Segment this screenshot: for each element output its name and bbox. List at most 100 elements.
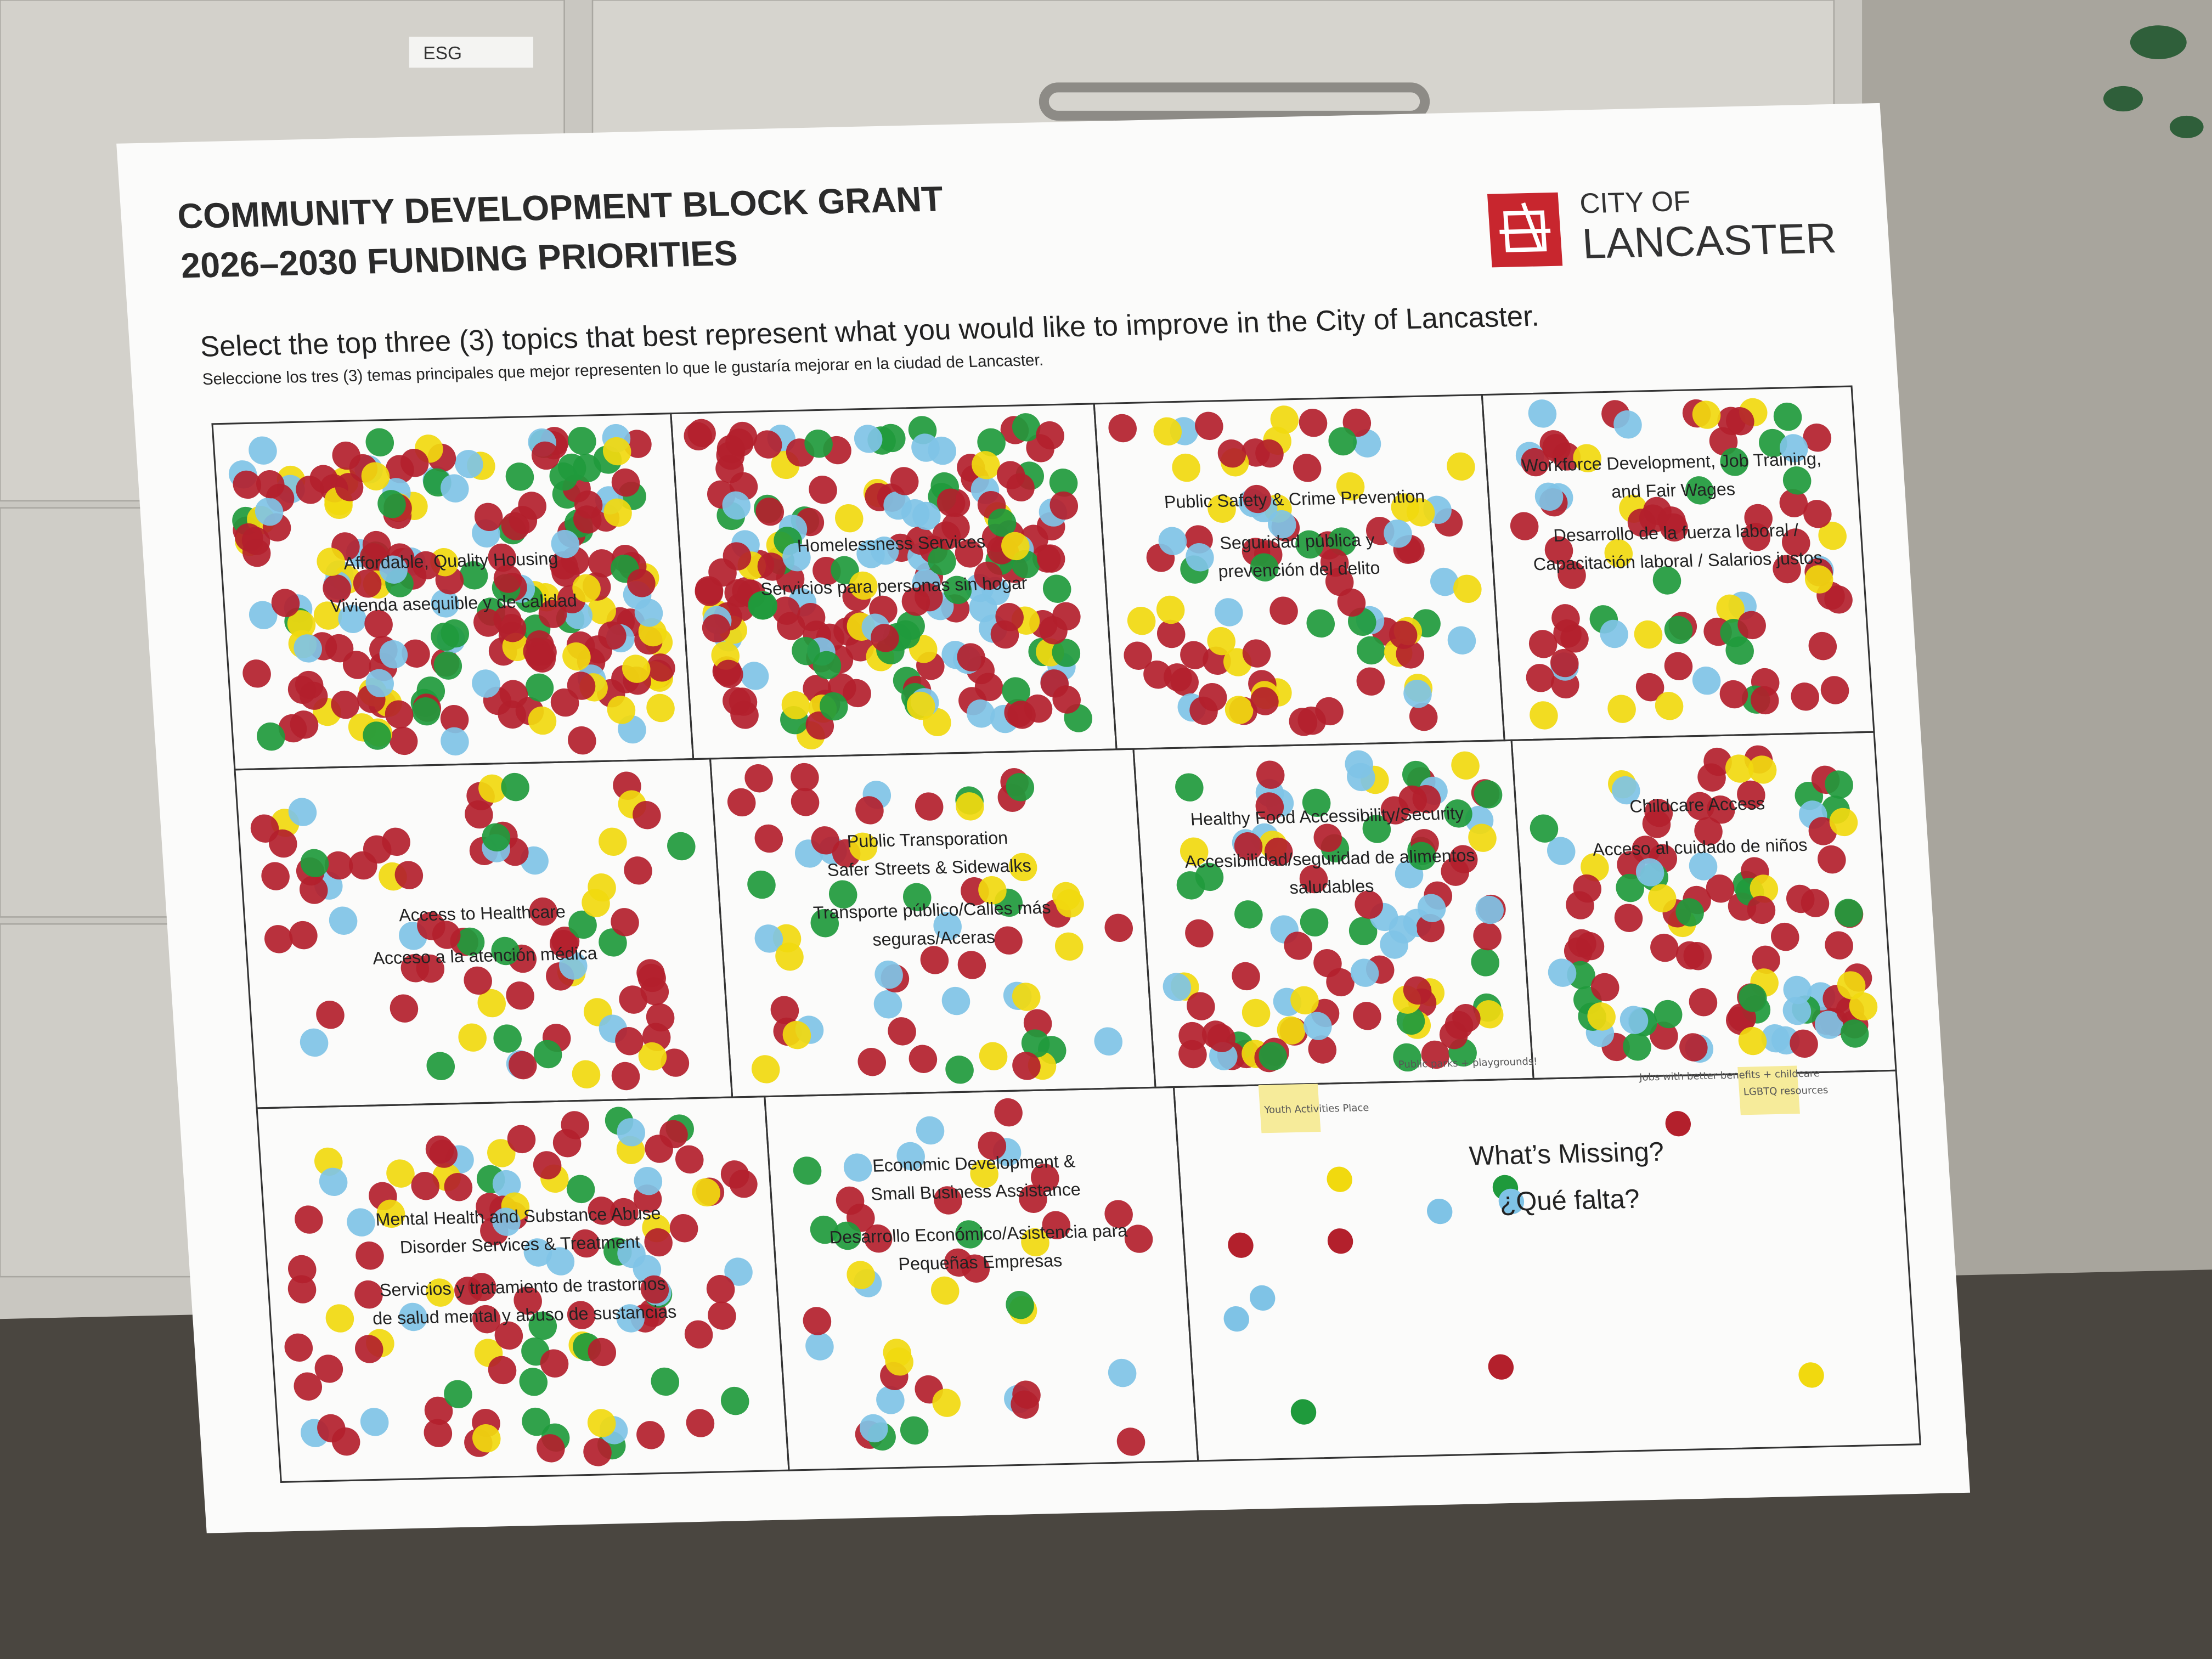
sticker-dot: [810, 909, 839, 938]
sticker-dot: [550, 930, 578, 958]
sticker-dot: [1427, 1198, 1453, 1224]
sticker-dot: [233, 470, 262, 499]
sticker-dot: [755, 497, 785, 526]
sticker-dot: [804, 429, 833, 458]
sticker-dots: [228, 398, 1878, 1466]
sticker-dot: [995, 602, 1024, 631]
sticker-dot: [588, 549, 617, 578]
sticker-dot: [1242, 639, 1271, 668]
sticker-dot: [1185, 919, 1214, 948]
sticker-dot: [1623, 1032, 1651, 1061]
sticker-dot: [290, 710, 319, 739]
sticker-dot: [1726, 407, 1754, 436]
sticker-dot: [287, 610, 316, 639]
sticker-dot: [1384, 519, 1412, 548]
sticker-dot: [729, 1169, 758, 1198]
sticker-dot: [411, 697, 441, 726]
sticker-dot: [1293, 454, 1322, 482]
sticker-dot: [1172, 453, 1200, 482]
sticker-dot: [686, 1409, 715, 1437]
sticker-dot: [506, 981, 534, 1010]
sticker-dot: [323, 574, 351, 603]
sticker-dot: [617, 1118, 646, 1147]
sticker-dot: [1780, 434, 1808, 462]
sticker-dot: [1657, 506, 1686, 535]
sticker-dot: [1187, 992, 1215, 1020]
sticker-dot: [933, 912, 962, 940]
sticker-dot: [828, 880, 857, 909]
sticker-dot: [1308, 1035, 1337, 1064]
sticker-dot: [1720, 448, 1748, 476]
sticker-dot: [843, 679, 871, 708]
sticker-dot: [249, 601, 278, 629]
sticker-dot: [299, 876, 328, 904]
sticker-dot: [299, 681, 328, 710]
sticker-dot: [820, 692, 848, 721]
sticker-dot: [431, 589, 460, 618]
sticker-dot: [978, 876, 1007, 905]
sticker-dot: [791, 763, 819, 792]
sticker-dot: [538, 600, 567, 628]
sticker-dot: [1243, 484, 1272, 514]
sticker-dot: [708, 1301, 736, 1330]
sticker-dot: [1242, 998, 1271, 1028]
sticker-dot: [1336, 472, 1365, 501]
sticker-dot: [1808, 631, 1837, 661]
sticker-dot: [533, 1151, 562, 1180]
sticker-dot: [883, 491, 912, 520]
sticker-dot: [811, 826, 840, 855]
sticker-dot: [567, 672, 596, 700]
sticker-dot: [1345, 750, 1374, 779]
sticker-dot: [551, 529, 580, 558]
sticker-dot: [772, 596, 800, 625]
sticker-dot: [546, 1247, 575, 1276]
sticker-dot: [744, 764, 773, 793]
sticker-dot: [1750, 686, 1779, 715]
sticker-dot: [588, 1197, 617, 1225]
sticker-dot: [932, 1389, 961, 1417]
topic-spanish: Pequeñas Empresas: [898, 1250, 1063, 1274]
sticker-dot: [317, 1414, 346, 1443]
sticker-dot: [1837, 971, 1866, 1000]
sticker-dot: [493, 565, 522, 593]
sticker-dot: [1396, 1006, 1425, 1035]
sticker-dot: [1054, 932, 1084, 961]
sticker-dot: [1403, 976, 1432, 1005]
sticker-dot: [1614, 904, 1643, 932]
sticker-dot: [284, 1333, 313, 1362]
sticker-dot: [782, 1020, 811, 1049]
sticker-dot: [472, 1305, 501, 1334]
sticker-dot: [1781, 528, 1810, 557]
sticker-dot: [494, 1321, 523, 1350]
sticker-dot: [492, 1170, 521, 1199]
sticker-dot: [390, 994, 419, 1023]
sticker-dot: [250, 814, 279, 843]
sticker-dot: [1652, 566, 1681, 595]
sticker-dot: [747, 870, 776, 899]
sticker-dot: [1650, 1022, 1678, 1050]
sticker-dot: [353, 569, 382, 598]
sticker-dot: [684, 1320, 713, 1349]
sticker-dot: [1664, 652, 1693, 681]
sticker-dot: [955, 1220, 984, 1249]
sticker-dot: [287, 1275, 317, 1304]
sticker-dot: [1790, 1029, 1818, 1058]
sticker-dot: [627, 569, 656, 597]
sticker-dot: [529, 897, 558, 926]
sticker-dot: [667, 832, 696, 861]
sticker-dot: [1228, 1232, 1254, 1258]
sticker-dot: [572, 1060, 601, 1088]
sticker-dot: [715, 659, 743, 689]
sticker-dot: [1175, 773, 1204, 802]
sticker-dot: [1692, 400, 1721, 429]
topic-english: Public Transporation: [847, 828, 1008, 851]
sticker-dot: [833, 1221, 861, 1250]
sticker-dot: [1353, 1002, 1381, 1030]
sticker-dot: [1587, 1002, 1616, 1031]
sticker-dot: [932, 521, 961, 550]
sticker-dot: [619, 985, 647, 1014]
topic-spanish: Seguridad pública y: [1219, 530, 1376, 553]
sticker-dot: [1814, 1011, 1843, 1039]
sticker-dot: [1738, 1026, 1767, 1056]
sticker-dot: [574, 490, 603, 519]
